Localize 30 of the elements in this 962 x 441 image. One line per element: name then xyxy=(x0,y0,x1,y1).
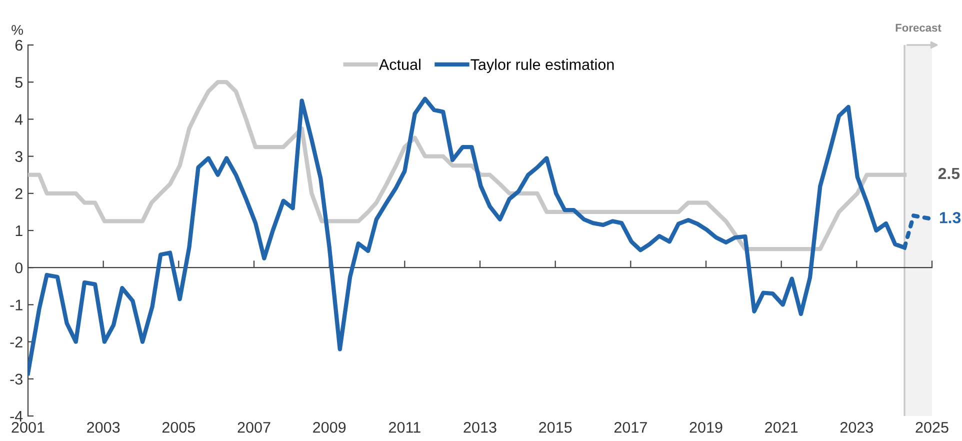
legend-label: Taylor rule estimation xyxy=(470,58,614,73)
x-tick-label: 2001 xyxy=(12,422,44,433)
x-tick-label: 2025 xyxy=(916,422,948,433)
y-axis-title: % xyxy=(12,25,23,35)
x-tick-label: 2015 xyxy=(539,422,572,433)
y-tick-label: -3 xyxy=(10,374,22,385)
y-tick-label: 1 xyxy=(16,226,22,236)
x-tick-label: 2003 xyxy=(87,422,120,433)
x-tick-label: 2019 xyxy=(690,422,722,433)
y-tick-label: 3 xyxy=(15,151,22,162)
y-tick-label: -2 xyxy=(10,336,22,348)
x-tick-label: 2007 xyxy=(238,422,270,433)
y-tick-label: -4 xyxy=(10,411,23,422)
y-tick-label: 4 xyxy=(14,114,23,125)
y-tick-label: 6 xyxy=(15,40,22,51)
x-tick-label: 2011 xyxy=(389,422,420,433)
y-tick-label: -1 xyxy=(10,300,22,310)
y-tick-label: 5 xyxy=(15,77,22,88)
x-tick-label: 2017 xyxy=(614,422,647,433)
x-tick-label: 2021 xyxy=(765,422,798,433)
x-tick-label: 2009 xyxy=(313,422,346,433)
x-tick-label: 2013 xyxy=(464,422,496,433)
band-label: Forecast xyxy=(896,24,942,32)
y-tick-label: 0 xyxy=(15,262,23,274)
x-tick-label: 2023 xyxy=(840,422,873,433)
annotation: 1.3 xyxy=(940,212,961,224)
annotation: 2.5 xyxy=(938,168,960,180)
y-tick-label: 2 xyxy=(15,188,22,199)
x-tick-label: 2005 xyxy=(162,422,196,433)
legend-label: Actual xyxy=(378,58,420,70)
